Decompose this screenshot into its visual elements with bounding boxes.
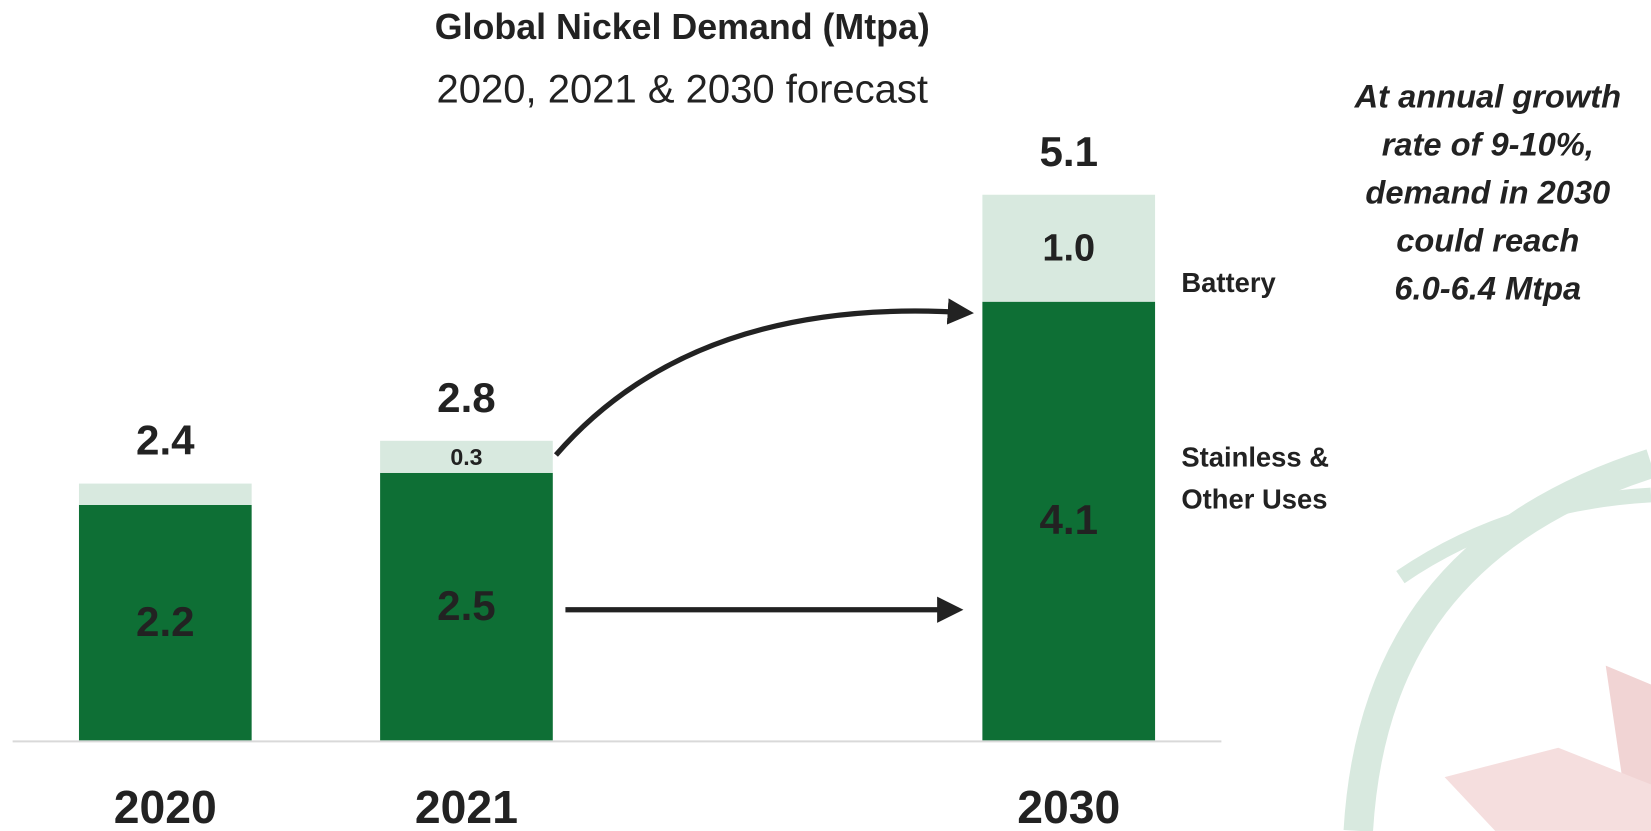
bar-segment [79, 484, 252, 505]
chart: Global Nickel Demand (Mtpa) 2020, 2021 &… [0, 0, 1651, 831]
legend-label: Battery [1181, 230, 1381, 335]
value-label: 0.3 [450, 444, 482, 470]
legend-label: Stainless & Other Uses [1181, 426, 1381, 531]
logo [1358, 463, 1651, 830]
arrow [556, 311, 969, 455]
value-label: 2.5 [437, 582, 496, 629]
x-tick-label: 2021 [415, 781, 518, 831]
total-label: 2.8 [437, 374, 496, 421]
value-label: 2.2 [136, 598, 195, 645]
legend-item: Stainless & Other Uses [1181, 426, 1381, 531]
x-tick-label: 2020 [114, 781, 217, 831]
page: Global Nickel Demand (Mtpa) 2020, 2021 &… [0, 0, 1651, 831]
annotation: demand in 2030 [1365, 174, 1610, 211]
annotation: 6.0-6.4 Mtpa [1394, 269, 1581, 306]
total-label: 5.1 [1039, 128, 1098, 175]
annotation: could reach [1396, 221, 1579, 258]
value-label: 1.0 [1042, 227, 1095, 269]
annotation: rate of 9-10%, [1382, 126, 1594, 163]
total-label: 2.4 [136, 417, 195, 464]
annotation: At annual growth [1354, 78, 1621, 115]
chart-title: Global Nickel Demand (Mtpa) [435, 7, 930, 47]
chart-subtitle: 2020, 2021 & 2030 forecast [437, 67, 928, 111]
value-label: 4.1 [1039, 496, 1098, 543]
x-tick-label: 2030 [1017, 781, 1120, 831]
legend-item: Battery [1181, 230, 1381, 335]
